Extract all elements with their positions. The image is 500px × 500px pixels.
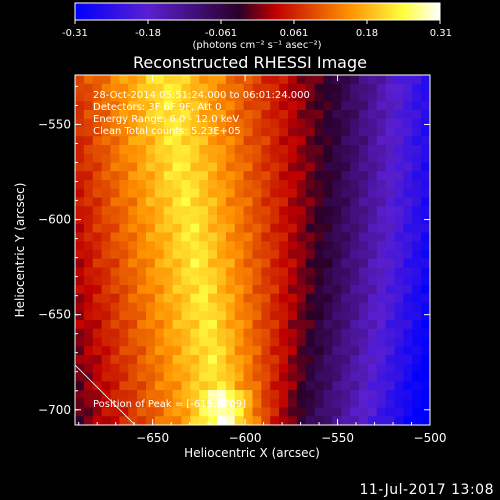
colorbar-tick-label: -0.18: [135, 28, 161, 39]
x-tick-label: −650: [136, 431, 169, 445]
colorbar-unit-label: (photons cm⁻² s⁻¹ asec⁻²): [192, 40, 321, 51]
limb-line: [75, 364, 136, 425]
colorbar-tick-label: -0.061: [205, 28, 237, 39]
colorbar-tick-label: 0.31: [430, 28, 452, 39]
annotation-time-range: 28-Oct-2014 05:51:24.000 to 06:01:24.000: [93, 90, 310, 101]
annotation-detectors: Detectors: 3F 6F 9F, Att 0: [93, 102, 221, 113]
x-tick-label: −550: [321, 431, 354, 445]
axis-ticks: −650 −600 −550 −500 −550 −600 −650 −700: [38, 75, 446, 445]
annotation-energy: Energy Range: 6.0 - 12.0 keV: [93, 114, 239, 125]
annotation-counts: Clean Total counts: 5.23E+05: [93, 126, 241, 137]
colorbar-tick-label: -0.31: [62, 28, 88, 39]
y-tick-label: −700: [38, 403, 71, 417]
y-tick-label: −650: [38, 308, 71, 322]
plot-frame: [74, 74, 431, 426]
x-tick-label: −500: [414, 431, 447, 445]
peak-position-label: Position of Peak = [-615, -709]: [93, 399, 246, 410]
y-tick-label: −600: [38, 213, 71, 227]
y-tick-label: −550: [38, 117, 71, 131]
chart-title: Reconstructed RHESSI Image: [133, 53, 367, 72]
colorbar-tick-label: 0.061: [280, 28, 309, 39]
colorbar-ticks: -0.31 -0.18 -0.061 0.061 0.18 0.31: [62, 20, 452, 39]
annotation-block: 28-Oct-2014 05:51:24.000 to 06:01:24.000…: [93, 90, 310, 137]
colorbar: [74, 2, 441, 21]
x-tick-label: −600: [229, 431, 262, 445]
y-axis-label: Heliocentric Y (arcsec): [13, 183, 27, 318]
heatmap-image: [75, 75, 430, 425]
x-axis-label: Heliocentric X (arcsec): [184, 446, 320, 460]
date-stamp: 11-Jul-2017 13:08: [359, 482, 494, 498]
colorbar-tick-label: 0.18: [356, 28, 378, 39]
